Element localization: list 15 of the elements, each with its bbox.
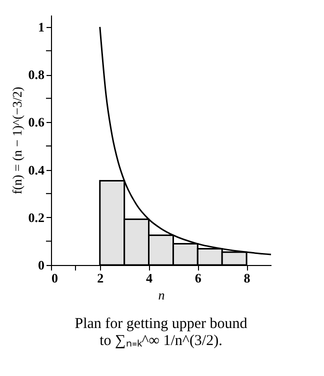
x-tick-label: 0	[52, 270, 58, 286]
text: to ∑ₙ₌ₖ^∞ 1/n^(3/2).	[100, 333, 222, 349]
x-axis-title: n	[158, 288, 165, 302]
x-tick-label: 4	[146, 270, 154, 286]
y-axis-title: f(n) = (n − 1)^(−3/2)	[9, 86, 24, 194]
x-tick-label: 6	[194, 270, 202, 286]
y-tick-label: 0	[38, 258, 44, 272]
x-tick-label: 2	[97, 270, 104, 286]
x-tick-label: 8	[244, 270, 251, 286]
y-tick-label: 0.6	[28, 114, 45, 130]
y-tick-label: 0.8	[28, 67, 45, 82]
y-tick-label: 0.4	[28, 162, 45, 178]
text: Plan for getting upper bound	[74, 316, 248, 332]
y-tick-label: 0.2	[28, 210, 44, 225]
y-tick-label: 1	[38, 19, 44, 34]
